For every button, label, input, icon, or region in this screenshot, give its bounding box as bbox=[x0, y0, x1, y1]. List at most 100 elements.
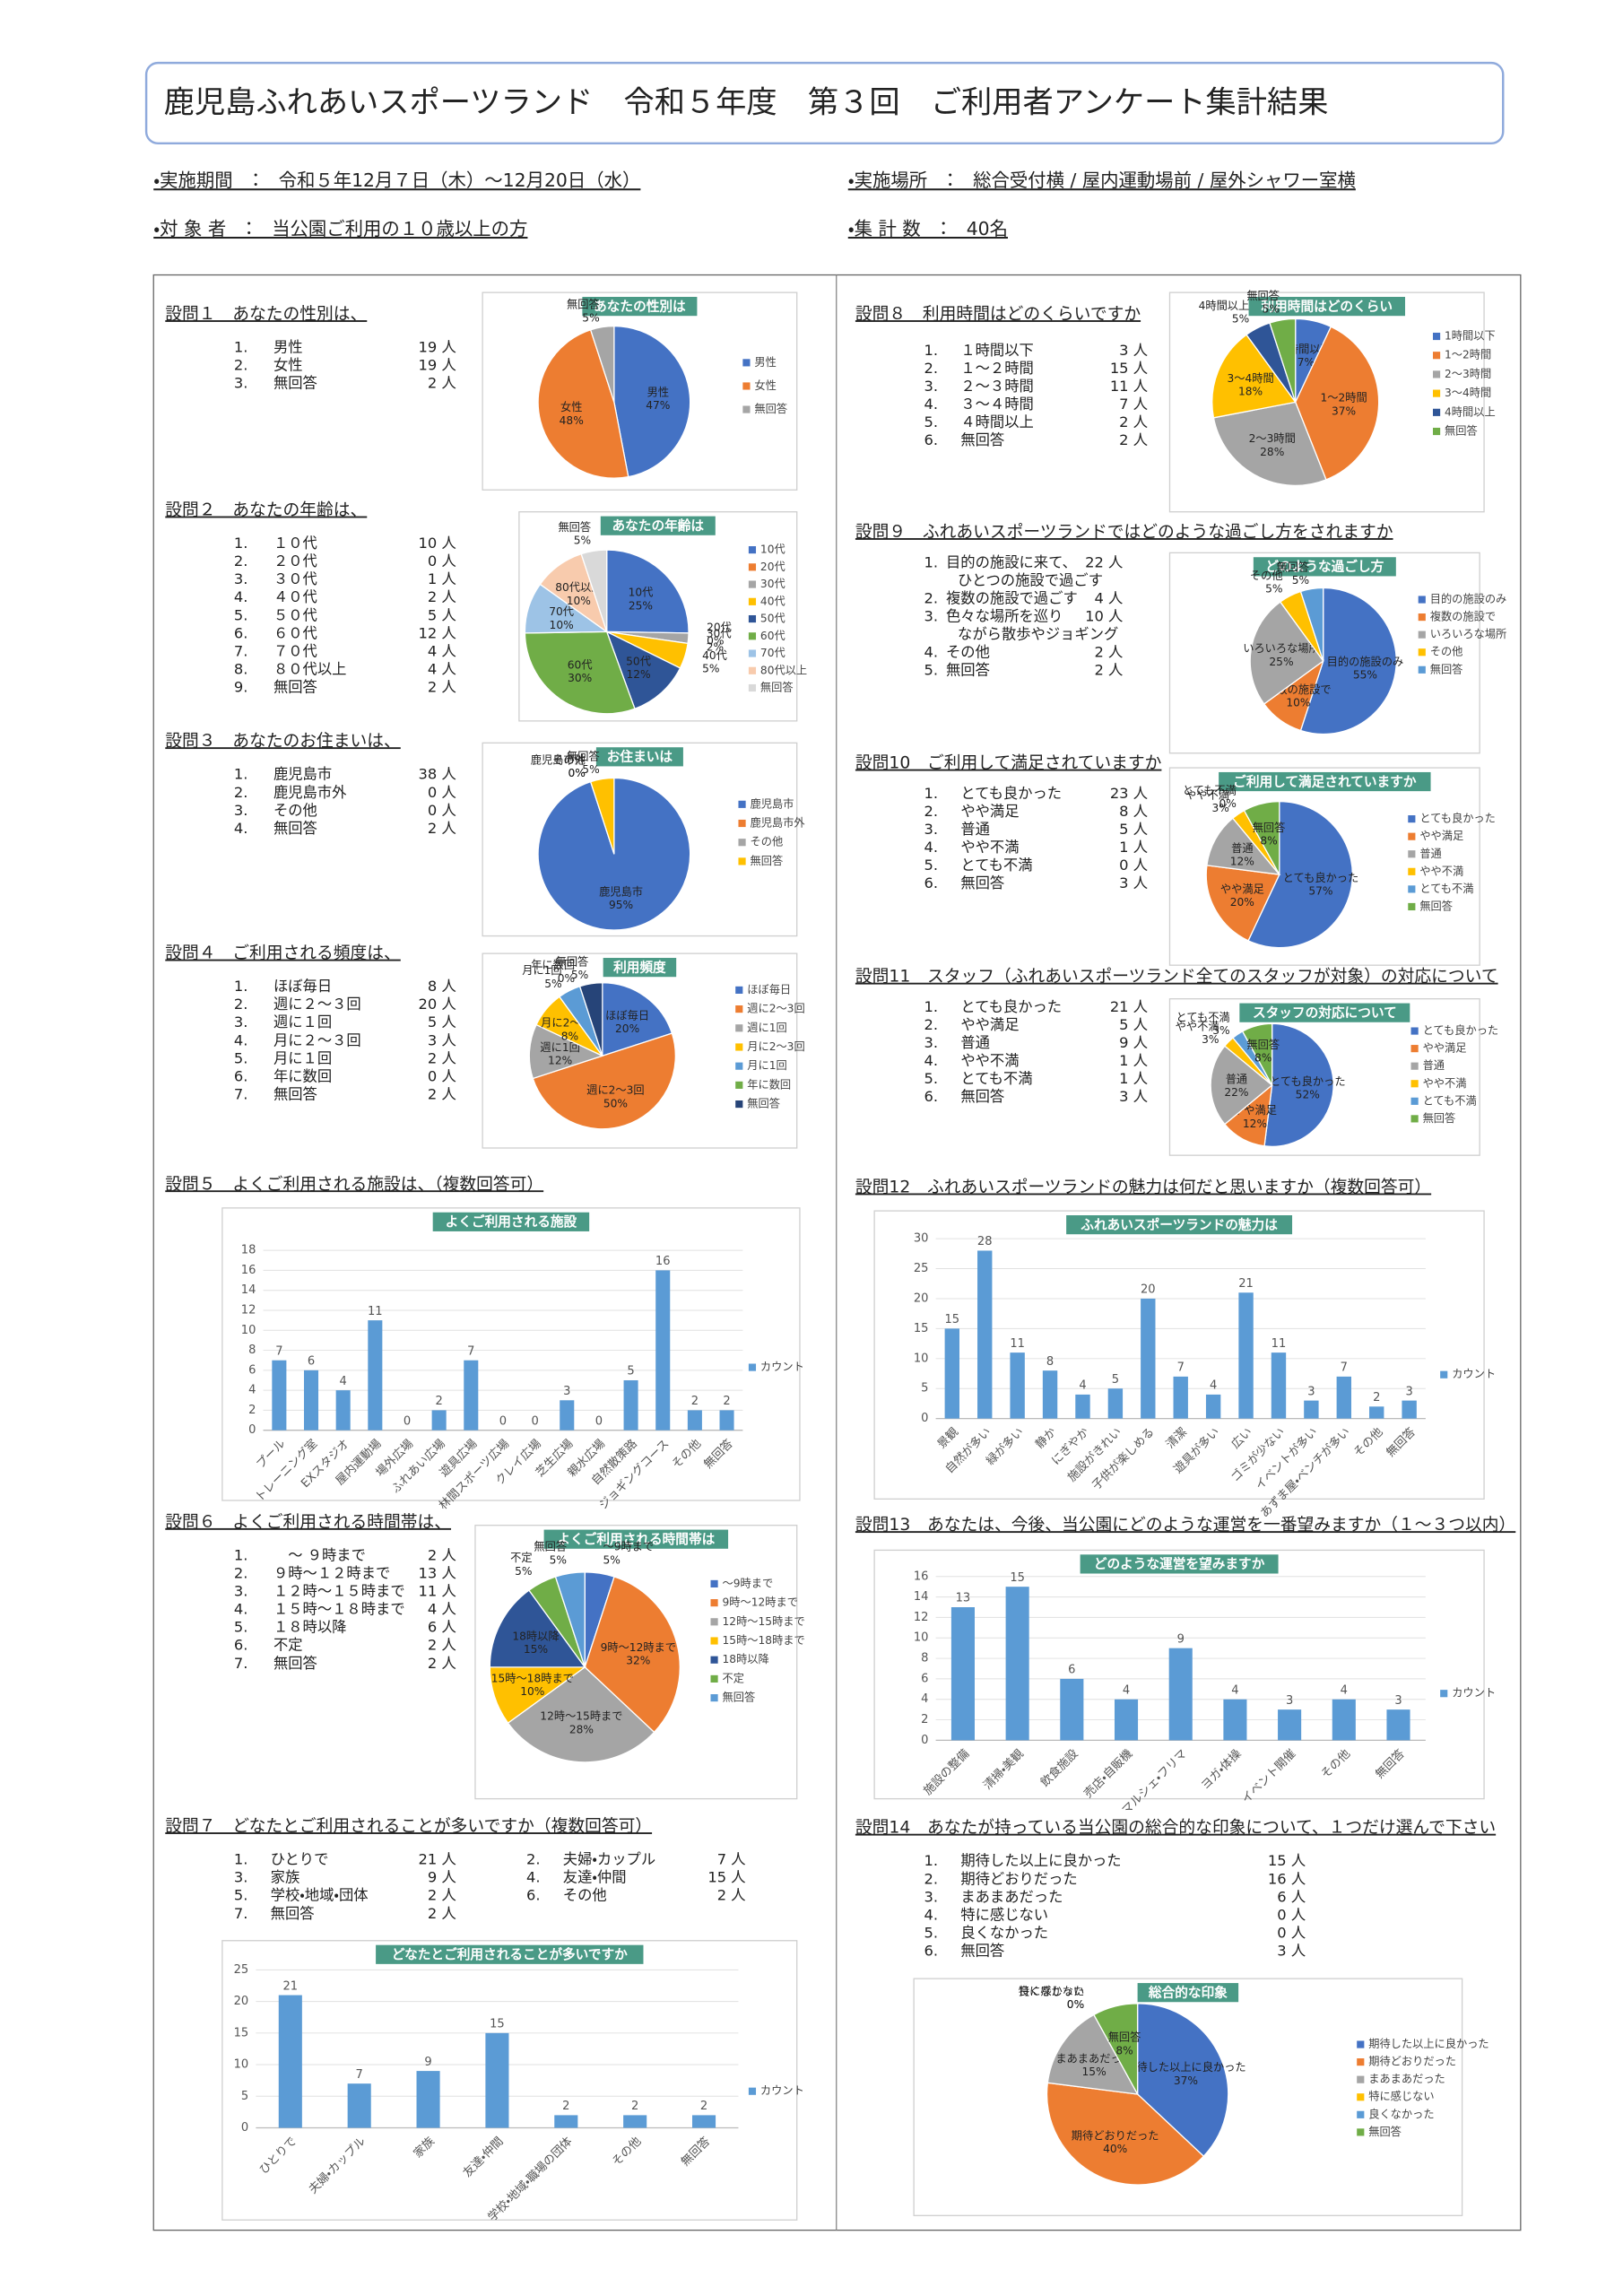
legend-swatch bbox=[738, 819, 746, 828]
legend-swatch bbox=[742, 382, 751, 390]
pie-slice bbox=[606, 549, 690, 634]
slice-label: 無回答 8% bbox=[1253, 820, 1286, 847]
item-count: 3 人 bbox=[1119, 1088, 1148, 1105]
item-count: 11 人 bbox=[419, 1583, 456, 1600]
pie-slice bbox=[489, 1589, 586, 1668]
legend-label: とても不満 bbox=[1423, 1094, 1477, 1107]
legend-label: やや満足 bbox=[1423, 1042, 1467, 1055]
slice-name: いろいろな場所 bbox=[1243, 642, 1320, 655]
bar-value-label: 2 bbox=[435, 1395, 442, 1408]
legend-swatch bbox=[710, 1694, 718, 1702]
header-title: 鹿児島ふれあいスポーツランド 令和５年度 第３回 ご利用者アンケート集計結果 bbox=[164, 84, 1329, 120]
legend-swatch bbox=[748, 666, 757, 674]
legend-swatch bbox=[735, 1081, 743, 1089]
y-tick-label: 2 bbox=[248, 1404, 256, 1417]
bar bbox=[655, 1270, 671, 1431]
item-number: 1. bbox=[924, 998, 939, 1015]
legend-swatch bbox=[1410, 1045, 1419, 1053]
item-count: 4 人 bbox=[1094, 589, 1123, 606]
bar-value-label: 2 bbox=[691, 1395, 699, 1408]
item-number: 6. bbox=[924, 874, 939, 891]
bar-value-label: 7 bbox=[1177, 1361, 1185, 1375]
item-count: 19 人 bbox=[419, 357, 456, 374]
slice-label: 無回答 5% bbox=[1246, 288, 1280, 315]
y-tick-label: 6 bbox=[921, 1672, 928, 1685]
slice-value: 20% bbox=[615, 1022, 639, 1035]
item-label: １時間以下 bbox=[960, 342, 1033, 359]
legend-label: 無回答 bbox=[1430, 662, 1463, 675]
main-box bbox=[152, 274, 1522, 2231]
slice-name: 期待した以上に良かった bbox=[1125, 2060, 1245, 2074]
slice-name: 12時～15時まで bbox=[540, 1709, 622, 1722]
slice-value: 2% bbox=[707, 640, 724, 653]
slice-value: 3% bbox=[1212, 1023, 1229, 1036]
slice-name: やや不満 bbox=[1176, 1020, 1219, 1032]
item-count: 3 人 bbox=[428, 1031, 456, 1048]
item-number: 5. bbox=[924, 413, 939, 430]
legend-label: 不定 bbox=[723, 1672, 744, 1684]
item-number: 2. bbox=[234, 784, 248, 801]
y-tick-label: 14 bbox=[914, 1590, 929, 1604]
y-tick-label: 15 bbox=[914, 1322, 929, 1335]
chart-title-bg bbox=[1066, 1215, 1293, 1235]
slice-name: 無回答 bbox=[567, 297, 600, 310]
item-count: 2 人 bbox=[428, 679, 456, 696]
item-label: ９時～１２時まで bbox=[273, 1564, 390, 1581]
bar-value-label: 4 bbox=[1210, 1379, 1217, 1393]
item-number: 5. bbox=[924, 1070, 939, 1087]
item-number: 3. bbox=[924, 378, 939, 395]
legend-label: 20代 bbox=[760, 561, 785, 573]
bar bbox=[719, 1410, 734, 1431]
item-label: やや満足 bbox=[960, 1016, 1019, 1033]
legend-label: 40代 bbox=[760, 595, 785, 607]
slice-value: 0% bbox=[1067, 1998, 1084, 2011]
item-number: 1. bbox=[234, 978, 248, 995]
item-number: 3. bbox=[234, 1583, 248, 1600]
slice-value: 5% bbox=[1263, 302, 1280, 315]
slice-name: 普通 bbox=[1226, 1073, 1247, 1085]
legend-swatch bbox=[748, 614, 757, 623]
slice-value: 12% bbox=[1230, 855, 1254, 867]
slice-name: 10代 bbox=[629, 586, 654, 598]
item-label: ８０代以上 bbox=[273, 660, 346, 677]
legend-swatch bbox=[1408, 885, 1416, 893]
info-line: ・実施期間 ： 令和５年12月７日（木）～12月20日（水） bbox=[153, 170, 640, 191]
item-count: 7 人 bbox=[1119, 396, 1148, 413]
item-label: ２０代 bbox=[273, 552, 317, 570]
chart-title-bg bbox=[595, 747, 683, 767]
chart-frame bbox=[221, 1940, 798, 2221]
item-label: 無回答 bbox=[273, 820, 317, 837]
item-count: 1 人 bbox=[1119, 839, 1148, 856]
legend-swatch bbox=[1408, 867, 1416, 875]
legend-label: その他 bbox=[751, 836, 784, 848]
bar bbox=[1336, 1376, 1351, 1419]
slice-name: 無回答 bbox=[1246, 288, 1280, 301]
item-number: 2. bbox=[234, 552, 248, 570]
item-count: 2 人 bbox=[428, 1546, 456, 1563]
legend-swatch bbox=[1418, 631, 1426, 639]
item-count: 2 人 bbox=[428, 1905, 456, 1922]
legend-label: 4時間以上 bbox=[1445, 405, 1496, 418]
bar bbox=[368, 1320, 383, 1431]
legend-swatch bbox=[1432, 427, 1441, 436]
slice-name: 週に1回 bbox=[540, 1040, 579, 1053]
slice-name: とても不満 bbox=[1176, 1011, 1230, 1023]
slice-name: 年に数回 bbox=[531, 958, 575, 971]
y-tick-label: 25 bbox=[914, 1262, 929, 1275]
legend-label: 無回答 bbox=[1445, 424, 1478, 438]
slice-value: 12% bbox=[1243, 1117, 1267, 1129]
item-label: 無回答 bbox=[960, 431, 1004, 448]
slice-label: 1～2時間 37% bbox=[1320, 391, 1367, 417]
legend-label: 15時～18時まで bbox=[723, 1634, 805, 1647]
bar bbox=[431, 1410, 447, 1431]
item-label: 女性 bbox=[273, 357, 303, 374]
y-tick-label: 5 bbox=[241, 2090, 248, 2103]
question-title: 設問13 あなたは、今後、当公園にどのような運営を一番望みますか（１～３つ以内） bbox=[855, 1515, 1515, 1535]
slice-label: 目的の施設のみ 55% bbox=[1327, 654, 1404, 681]
item-label: １２時～１５時まで bbox=[273, 1583, 405, 1600]
legend-label: とても良かった bbox=[1419, 812, 1496, 825]
legend-label: 9時～12時まで bbox=[723, 1596, 798, 1609]
slice-label: その他 5% bbox=[1250, 569, 1283, 595]
item-label: ひとつの施設で過ごす bbox=[958, 571, 1103, 588]
